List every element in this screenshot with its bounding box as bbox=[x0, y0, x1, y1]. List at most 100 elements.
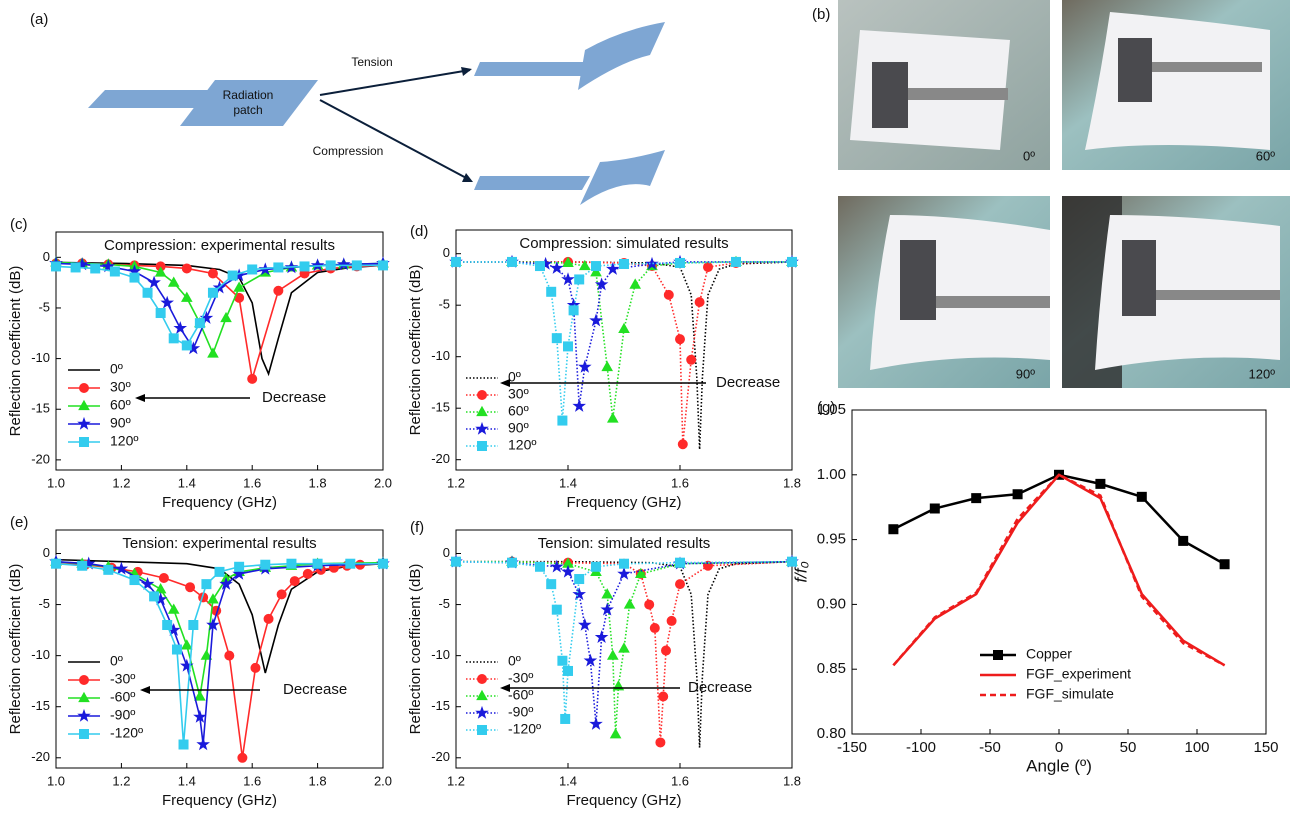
annotation-arrow-head bbox=[140, 686, 150, 694]
marker bbox=[619, 568, 630, 578]
marker bbox=[547, 580, 556, 589]
marker bbox=[186, 583, 195, 592]
marker bbox=[52, 559, 61, 568]
marker bbox=[169, 604, 179, 613]
marker bbox=[596, 279, 607, 289]
marker bbox=[645, 600, 654, 609]
y-tick-label: -10 bbox=[431, 348, 450, 363]
page: { "diagram": {"panel": "(a)", "patch_lab… bbox=[0, 0, 1292, 815]
photo-label: 0º bbox=[1023, 148, 1035, 163]
marker bbox=[150, 592, 159, 601]
marker bbox=[379, 261, 388, 270]
y-tick-label: -20 bbox=[31, 451, 50, 466]
marker bbox=[1096, 479, 1105, 488]
marker bbox=[625, 599, 635, 608]
legend-marker bbox=[478, 726, 487, 735]
photo-patch bbox=[1122, 240, 1156, 316]
marker bbox=[169, 277, 179, 286]
y-tick-label: -15 bbox=[431, 400, 450, 415]
y-tick-label: -15 bbox=[31, 698, 50, 713]
y-tick-label: 0.90 bbox=[817, 595, 846, 612]
marker bbox=[650, 624, 659, 633]
marker bbox=[608, 413, 618, 422]
marker bbox=[564, 666, 573, 675]
x-tick-label: 2.0 bbox=[374, 773, 392, 788]
x-tick-label: 1.4 bbox=[178, 773, 196, 788]
marker bbox=[251, 663, 260, 672]
x-axis-label: Angle (º) bbox=[1026, 756, 1092, 775]
marker bbox=[552, 605, 561, 614]
legend-label: -90º bbox=[110, 707, 135, 723]
x-tick-label: 1.0 bbox=[47, 773, 65, 788]
legend-label: 0º bbox=[508, 653, 521, 669]
marker bbox=[676, 558, 685, 567]
marker bbox=[575, 575, 584, 584]
marker bbox=[179, 740, 188, 749]
legend-label: 60º bbox=[508, 403, 529, 419]
x-tick-label: 1.2 bbox=[447, 475, 465, 490]
marker bbox=[225, 651, 234, 660]
y-tick-label: 0.85 bbox=[817, 660, 846, 677]
marker bbox=[277, 590, 286, 599]
marker bbox=[687, 355, 696, 364]
y-tick-label: 0.80 bbox=[817, 725, 846, 742]
marker bbox=[678, 440, 687, 449]
x-tick-label: 1.6 bbox=[671, 773, 689, 788]
marker bbox=[1179, 536, 1188, 545]
y-tick-label: -20 bbox=[31, 749, 50, 764]
x-tick-label: 1.8 bbox=[783, 475, 801, 490]
photo-label: 120º bbox=[1249, 366, 1276, 381]
marker bbox=[149, 277, 160, 287]
legend-label: -60º bbox=[508, 687, 533, 703]
legend-marker bbox=[478, 675, 487, 684]
arrow-label: Compression bbox=[313, 144, 384, 158]
y-tick-label: -10 bbox=[431, 647, 450, 662]
series-line bbox=[56, 265, 383, 345]
feed-line bbox=[474, 176, 590, 190]
legend-marker bbox=[80, 676, 89, 685]
photo-patch bbox=[1118, 38, 1152, 102]
marker bbox=[561, 714, 570, 723]
y-tick-label: 0 bbox=[443, 545, 450, 560]
marker bbox=[143, 288, 152, 297]
marker bbox=[695, 298, 704, 307]
y-tick-label: -5 bbox=[38, 596, 50, 611]
legend-label: 30º bbox=[110, 379, 131, 395]
annotation: Decrease bbox=[688, 679, 752, 696]
marker bbox=[274, 263, 283, 272]
y-axis-label: Reflection coefficient (dB) bbox=[407, 265, 424, 436]
marker bbox=[313, 559, 322, 568]
series-line bbox=[456, 562, 792, 748]
legend-marker bbox=[478, 442, 487, 451]
marker bbox=[558, 656, 567, 665]
chart-title: Compression: simulated results bbox=[519, 235, 728, 252]
marker bbox=[579, 361, 590, 371]
panel-label: (f) bbox=[410, 519, 424, 536]
marker bbox=[71, 263, 80, 272]
panel-label: (c) bbox=[10, 216, 28, 233]
legend-marker bbox=[80, 384, 89, 393]
photo-paper bbox=[870, 215, 1050, 370]
annotation: Decrease bbox=[283, 681, 347, 698]
marker bbox=[290, 577, 299, 586]
arrow-label: Tension bbox=[351, 55, 392, 69]
legend-label: 90º bbox=[508, 420, 529, 436]
marker bbox=[202, 580, 211, 589]
annotation-arrow-head bbox=[135, 394, 145, 402]
marker bbox=[508, 558, 517, 567]
patch-compression bbox=[580, 150, 665, 205]
chart-title: Compression: experimental results bbox=[104, 237, 335, 254]
marker bbox=[547, 287, 556, 296]
marker bbox=[91, 264, 100, 273]
photo-feed bbox=[908, 88, 1008, 100]
photos: (b) 0º 60º 90º 120º bbox=[812, 0, 1290, 388]
marker bbox=[591, 718, 602, 728]
series-line bbox=[893, 475, 1224, 666]
x-tick-label: 1.6 bbox=[243, 475, 261, 490]
marker bbox=[228, 271, 237, 280]
legend-label: 30º bbox=[508, 386, 529, 402]
marker bbox=[379, 559, 388, 568]
marker bbox=[536, 562, 545, 571]
legend-marker bbox=[80, 730, 89, 739]
marker bbox=[189, 620, 198, 629]
